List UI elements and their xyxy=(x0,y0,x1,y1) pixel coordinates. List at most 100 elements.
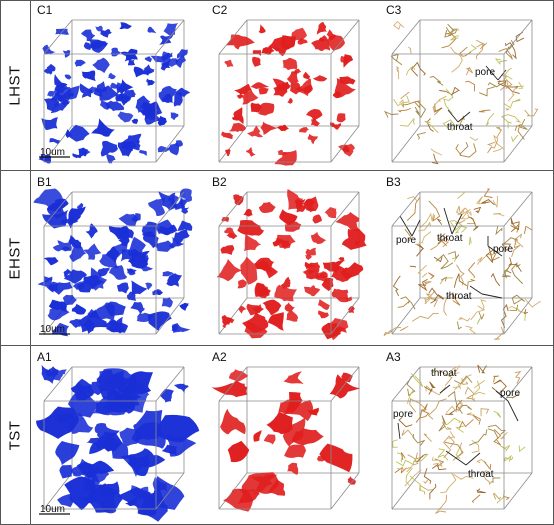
network-segment xyxy=(405,65,416,76)
pore-body xyxy=(216,258,243,282)
network-segment xyxy=(399,326,409,332)
panel-label-c1: C1 xyxy=(37,3,53,17)
panel-label-b2: B2 xyxy=(212,175,227,189)
pore-body xyxy=(115,93,126,102)
network-segment xyxy=(450,35,460,41)
network-segment xyxy=(460,211,470,220)
pore-body xyxy=(181,207,190,214)
network-segment xyxy=(444,441,464,459)
network-segment xyxy=(481,199,495,206)
pore-body xyxy=(95,25,103,32)
pore-body xyxy=(304,198,316,213)
network-segment xyxy=(466,412,475,416)
pore-body xyxy=(42,44,56,55)
network-segment xyxy=(493,375,499,383)
pore-body xyxy=(299,127,310,133)
network-segment xyxy=(428,287,444,300)
pore-body xyxy=(272,78,288,93)
pore-body xyxy=(241,472,279,494)
pore-body xyxy=(262,299,282,316)
network-segment xyxy=(418,221,432,232)
pore-body xyxy=(162,271,174,277)
network-segment xyxy=(437,218,443,225)
pore-body xyxy=(316,455,327,462)
pore-body xyxy=(166,273,182,288)
pore-body xyxy=(147,311,172,331)
pore-body xyxy=(307,133,318,145)
network-segment xyxy=(409,475,425,495)
network-segment xyxy=(492,195,498,209)
pore-body xyxy=(94,81,107,93)
pore-network-a3 xyxy=(391,364,533,514)
network-segment xyxy=(448,431,455,439)
annotation-a3-pore-1: pore xyxy=(393,409,414,420)
pore-volume-b1 xyxy=(33,188,193,337)
pore-body xyxy=(144,56,152,63)
network-segment xyxy=(507,121,512,129)
network-segment xyxy=(410,61,426,77)
pore-body xyxy=(43,257,59,266)
leader-line xyxy=(445,450,467,466)
network-segment xyxy=(479,86,496,97)
row-label-ehst: EHST xyxy=(6,236,24,280)
pore-body xyxy=(131,422,166,449)
pore-body xyxy=(220,408,246,435)
network-segment xyxy=(496,127,502,139)
pore-body xyxy=(284,302,295,312)
network-segment xyxy=(393,20,405,30)
pore-body xyxy=(158,224,178,236)
network-segment xyxy=(398,417,413,428)
pore-body xyxy=(250,102,262,113)
network-segment xyxy=(452,442,463,461)
network-segment xyxy=(444,24,454,38)
pore-body xyxy=(109,265,128,280)
pore-body xyxy=(174,87,191,97)
network-segment xyxy=(405,467,413,486)
network-segment xyxy=(511,134,519,143)
pore-body xyxy=(118,237,130,247)
pore-body xyxy=(91,118,115,137)
pore-body xyxy=(107,72,116,80)
network-segment xyxy=(430,294,445,304)
pore-body xyxy=(94,422,120,440)
panel-label-c2: C2 xyxy=(212,3,228,17)
network-segment xyxy=(493,134,504,153)
pore-body xyxy=(251,304,262,313)
network-segment xyxy=(480,408,490,417)
network-segment xyxy=(452,292,461,306)
network-segment xyxy=(438,415,446,432)
network-segment xyxy=(425,385,446,396)
network-segment xyxy=(432,367,437,374)
pore-body xyxy=(330,123,341,130)
pore-body xyxy=(236,488,260,504)
pore-body xyxy=(90,267,102,280)
pore-body xyxy=(173,229,190,245)
pore-body xyxy=(127,236,146,258)
pore-body xyxy=(157,145,170,153)
scale-bar-c1 xyxy=(39,156,70,158)
pore-body xyxy=(305,247,316,256)
pore-body xyxy=(84,483,117,514)
network-segment xyxy=(392,439,398,448)
pore-body xyxy=(52,240,72,252)
pore-body xyxy=(135,95,151,114)
pore-body xyxy=(174,383,189,394)
network-segment xyxy=(455,425,465,433)
pore-body xyxy=(280,35,296,50)
network-segment xyxy=(416,453,427,462)
pore-body xyxy=(49,90,64,102)
network-segment xyxy=(400,452,406,461)
network-segment xyxy=(486,141,496,146)
pore-body xyxy=(287,462,299,475)
network-segment xyxy=(524,298,541,308)
pore-body xyxy=(312,214,322,224)
network-segments xyxy=(383,188,541,340)
network-segment xyxy=(478,312,485,321)
network-segment xyxy=(459,46,471,57)
network-segment xyxy=(499,445,511,452)
pore-body xyxy=(224,148,231,157)
pore-body xyxy=(118,213,139,227)
pore-body xyxy=(242,89,259,105)
cube-front-edges xyxy=(218,191,360,335)
pore-body xyxy=(284,392,303,413)
